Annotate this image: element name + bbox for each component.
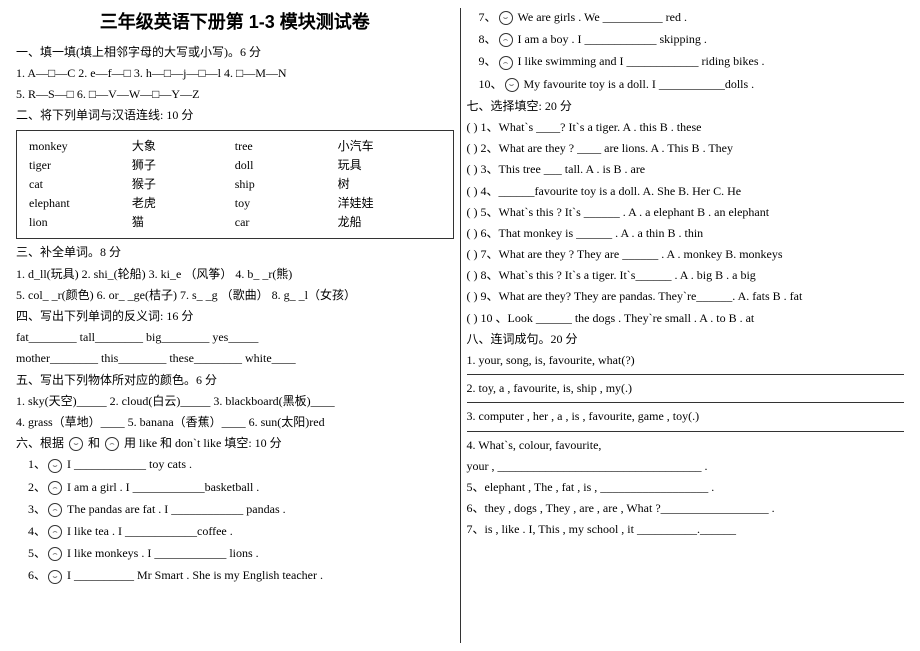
s3-head: 三、补全单词。8 分 (16, 243, 454, 262)
s8-q3: 3. computer , her , a , is , favourite, … (467, 407, 905, 426)
q6-5: 5、⌢ I like monkeys . I ____________ lion… (28, 544, 454, 563)
s1-l2: 5. R—S—□ 6. □—V—W—□—Y—Z (16, 85, 454, 104)
cell: 猫 (132, 213, 235, 232)
answer-line (467, 402, 905, 403)
cell: 龙船 (338, 213, 441, 232)
s8-q6: 6、they , dogs , They , are , are , What … (467, 499, 905, 518)
s3-l1: 1. d_ll(玩具) 2. shi_(轮船) 3. ki_e （风筝） 4. … (16, 265, 454, 284)
frown-icon: ⌢ (48, 481, 62, 495)
s7-q9: ( ) 9、What are they? They are pandas. Th… (467, 287, 905, 306)
frown-icon: ⌢ (48, 547, 62, 561)
s5-l2: 4. grass（草地）____ 5. banana（香蕉）____ 6. su… (16, 413, 454, 432)
s8-head: 八、连词成句。20 分 (467, 330, 905, 349)
q6-3: 3、⌢ The pandas are fat . I ____________ … (28, 500, 454, 519)
cell: elephant (29, 194, 132, 213)
cell: tree (235, 137, 338, 156)
s5-head: 五、写出下列物体所对应的颜色。6 分 (16, 371, 454, 390)
frown-icon: ⌢ (48, 503, 62, 517)
cell: doll (235, 156, 338, 175)
s5-l1: 1. sky(天空)_____ 2. cloud(白云)_____ 3. bla… (16, 392, 454, 411)
s8-q2: 2. toy, a , favourite, is, ship , my(.) (467, 379, 905, 398)
cell: cat (29, 175, 132, 194)
frown-icon: ⌢ (48, 525, 62, 539)
vocab-table: monkey大象tree小汽车 tiger狮子doll玩具 cat猴子ship树… (16, 130, 454, 240)
cell: 洋娃娃 (338, 194, 441, 213)
answer-line (467, 431, 905, 432)
s7-q3: ( ) 3、This tree ___ tall. A . is B . are (467, 160, 905, 179)
s1-head: 一、填一填(填上相邻字母的大写或小写)。6 分 (16, 43, 454, 62)
q6-10: 10、⌣ My favourite toy is a doll. I _____… (479, 75, 905, 94)
smile-icon: ⌣ (69, 437, 83, 451)
s7-q6: ( ) 6、That monkey is ______ . A . a thin… (467, 224, 905, 243)
s3-l2: 5. col_ _r(颜色) 6. or_ _ge(桔子) 7. s_ _g （… (16, 286, 454, 305)
q6-6: 6、⌣ I __________ Mr Smart . She is my En… (28, 566, 454, 585)
s7-q8: ( ) 8、What`s this ? It`s a tiger. It`s__… (467, 266, 905, 285)
cell: monkey (29, 137, 132, 156)
cell: tiger (29, 156, 132, 175)
q6-9: 9、⌢ I like swimming and I ____________ r… (479, 52, 905, 71)
q6-2: 2、⌢ I am a girl . I ____________basketba… (28, 478, 454, 497)
cell: 玩具 (338, 156, 441, 175)
cell: 狮子 (132, 156, 235, 175)
s7-q7: ( ) 7、What are they ? They are ______ . … (467, 245, 905, 264)
s6-head: 六、根据 ⌣ 和 ⌢ 用 like 和 don`t like 填空: 10 分 (16, 434, 454, 453)
smile-icon: ⌣ (505, 78, 519, 92)
answer-line (467, 374, 905, 375)
cell: 猴子 (132, 175, 235, 194)
cell: 老虎 (132, 194, 235, 213)
s7-q2: ( ) 2、What are they ? ____ are lions. A … (467, 139, 905, 158)
cell: 大象 (132, 137, 235, 156)
frown-icon: ⌢ (499, 33, 513, 47)
s7-head: 七、选择填空: 20 分 (467, 97, 905, 116)
s8-q4b: your , _________________________________… (467, 457, 905, 476)
q6-4: 4、⌢ I like tea . I ____________coffee . (28, 522, 454, 541)
s7-q5: ( ) 5、What`s this ? It`s ______ . A . a … (467, 203, 905, 222)
cell: car (235, 213, 338, 232)
s7-q1: ( ) 1、What`s ____? It`s a tiger. A . thi… (467, 118, 905, 137)
s7-q10: ( ) 10 、Look ______ the dogs . They`re s… (467, 309, 905, 328)
cell: 小汽车 (338, 137, 441, 156)
smile-icon: ⌣ (48, 570, 62, 584)
s2-head: 二、将下列单词与汉语连线: 10 分 (16, 106, 454, 125)
frown-icon: ⌢ (105, 437, 119, 451)
frown-icon: ⌢ (499, 56, 513, 70)
s4-head: 四、写出下列单词的反义词: 16 分 (16, 307, 454, 326)
s8-q5: 5、elephant , The , fat , is , __________… (467, 478, 905, 497)
s4-l2: mother________ this________ these_______… (16, 349, 454, 368)
s4-l1: fat________ tall________ big________ yes… (16, 328, 454, 347)
cell: lion (29, 213, 132, 232)
s8-q7: 7、is , like . I, This , my school , it _… (467, 520, 905, 539)
q6-7: 7、⌣ We are girls . We __________ red . (479, 8, 905, 27)
smile-icon: ⌣ (499, 11, 513, 25)
cell: ship (235, 175, 338, 194)
cell: toy (235, 194, 338, 213)
page-title: 三年级英语下册第 1-3 模块测试卷 (16, 8, 454, 37)
s8-q1: 1. your, song, is, favourite, what(?) (467, 351, 905, 370)
s1-l1: 1. A—□—C 2. e—f—□ 3. h—□—j—□—l 4. □—M—N (16, 64, 454, 83)
smile-icon: ⌣ (48, 459, 62, 473)
s7-q4: ( ) 4、______favourite toy is a doll. A. … (467, 182, 905, 201)
q6-1: 1、⌣ I ____________ toy cats . (28, 455, 454, 474)
q6-8: 8、⌢ I am a boy . I ____________ skipping… (479, 30, 905, 49)
cell: 树 (338, 175, 441, 194)
s8-q4: 4. What`s, colour, favourite, (467, 436, 905, 455)
